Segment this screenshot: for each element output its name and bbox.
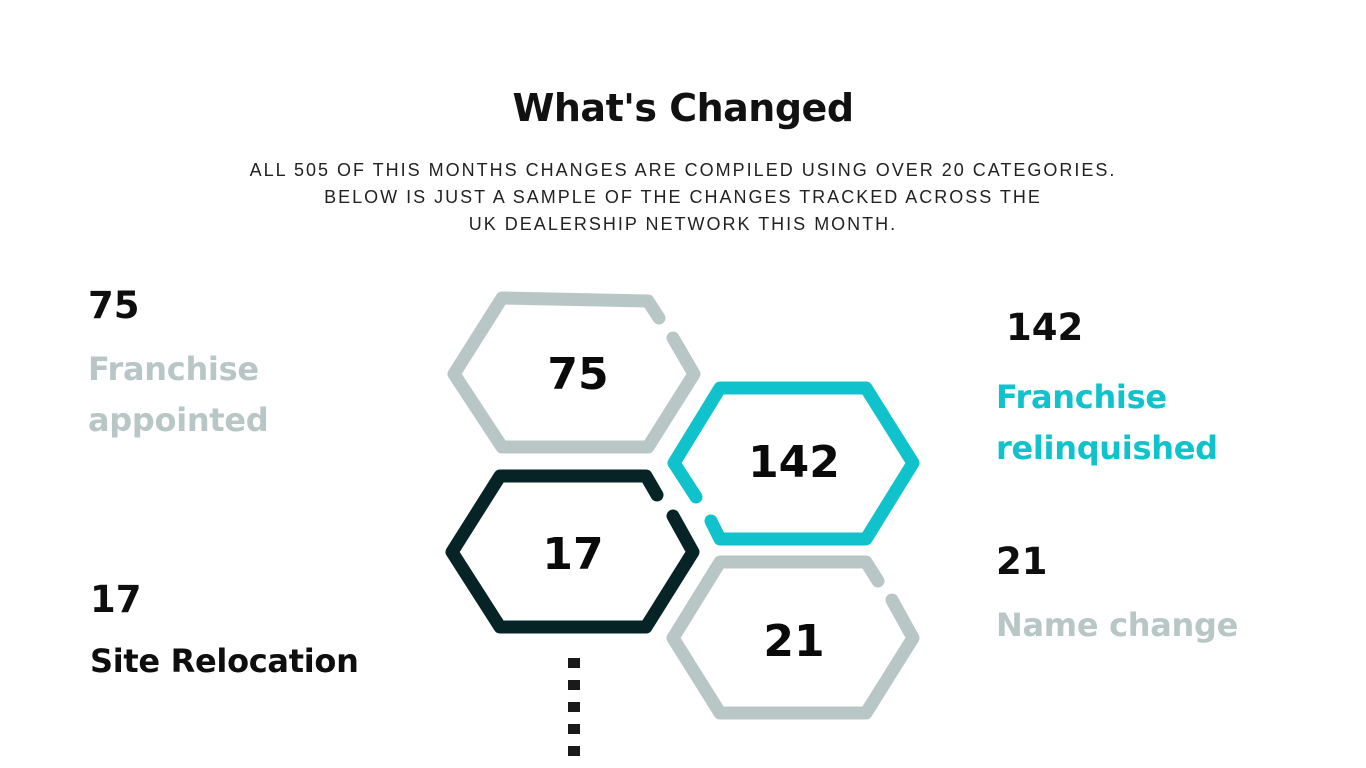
stat-label: Name change [996, 600, 1238, 651]
stat-label: Franchise relinquished [996, 372, 1218, 474]
stat-label: Franchise appointed [88, 344, 269, 446]
stat-value: 21 [996, 540, 1048, 583]
stat-label-line: appointed [88, 401, 269, 439]
stat-label: Site Relocation [90, 636, 359, 687]
stat-franchise-appointed: 75 Franchise appointed [88, 284, 269, 446]
connector-dot [568, 724, 580, 734]
stat-label-line: Franchise [88, 350, 259, 388]
connector-dot [568, 702, 580, 712]
stat-label-line: Name change [996, 606, 1238, 644]
subtitle-line: ALL 505 OF THIS MONTHS CHANGES ARE COMPI… [249, 160, 1117, 180]
subtitle-line: UK DEALERSHIP NETWORK THIS MONTH. [468, 214, 898, 234]
stat-label-line: relinquished [996, 429, 1218, 467]
stat-site-relocation: 17 Site Relocation [90, 578, 359, 687]
page-title: What's Changed [512, 86, 854, 130]
hexagon-value: 17 [542, 529, 604, 580]
hexagon-value: 21 [763, 616, 825, 667]
stat-value: 75 [88, 284, 140, 327]
subtitle-line: BELOW IS JUST A SAMPLE OF THE CHANGES TR… [324, 187, 1042, 207]
stat-label-line: Franchise [996, 378, 1167, 416]
hexagon-teal [667, 381, 920, 546]
hexagon-gray-top [447, 291, 701, 454]
dotted-connector [568, 658, 580, 768]
page-subtitle: ALL 505 OF THIS MONTHS CHANGES ARE COMPI… [0, 157, 1366, 238]
hexagon-dark [445, 469, 700, 634]
hexagon-value: 142 [748, 437, 840, 488]
connector-dot [568, 658, 580, 668]
stat-value: 142 [1006, 306, 1084, 349]
hexagon-gray-bottom [666, 555, 920, 720]
stat-label-line: Site Relocation [90, 642, 359, 680]
connector-dot [568, 680, 580, 690]
stat-value: 17 [90, 578, 142, 621]
hexagon-value: 75 [547, 349, 609, 400]
stat-name-change: 21 Name change [996, 540, 1238, 651]
connector-dot [568, 746, 580, 756]
stat-franchise-relinquished: 142 Franchise relinquished [996, 306, 1218, 474]
